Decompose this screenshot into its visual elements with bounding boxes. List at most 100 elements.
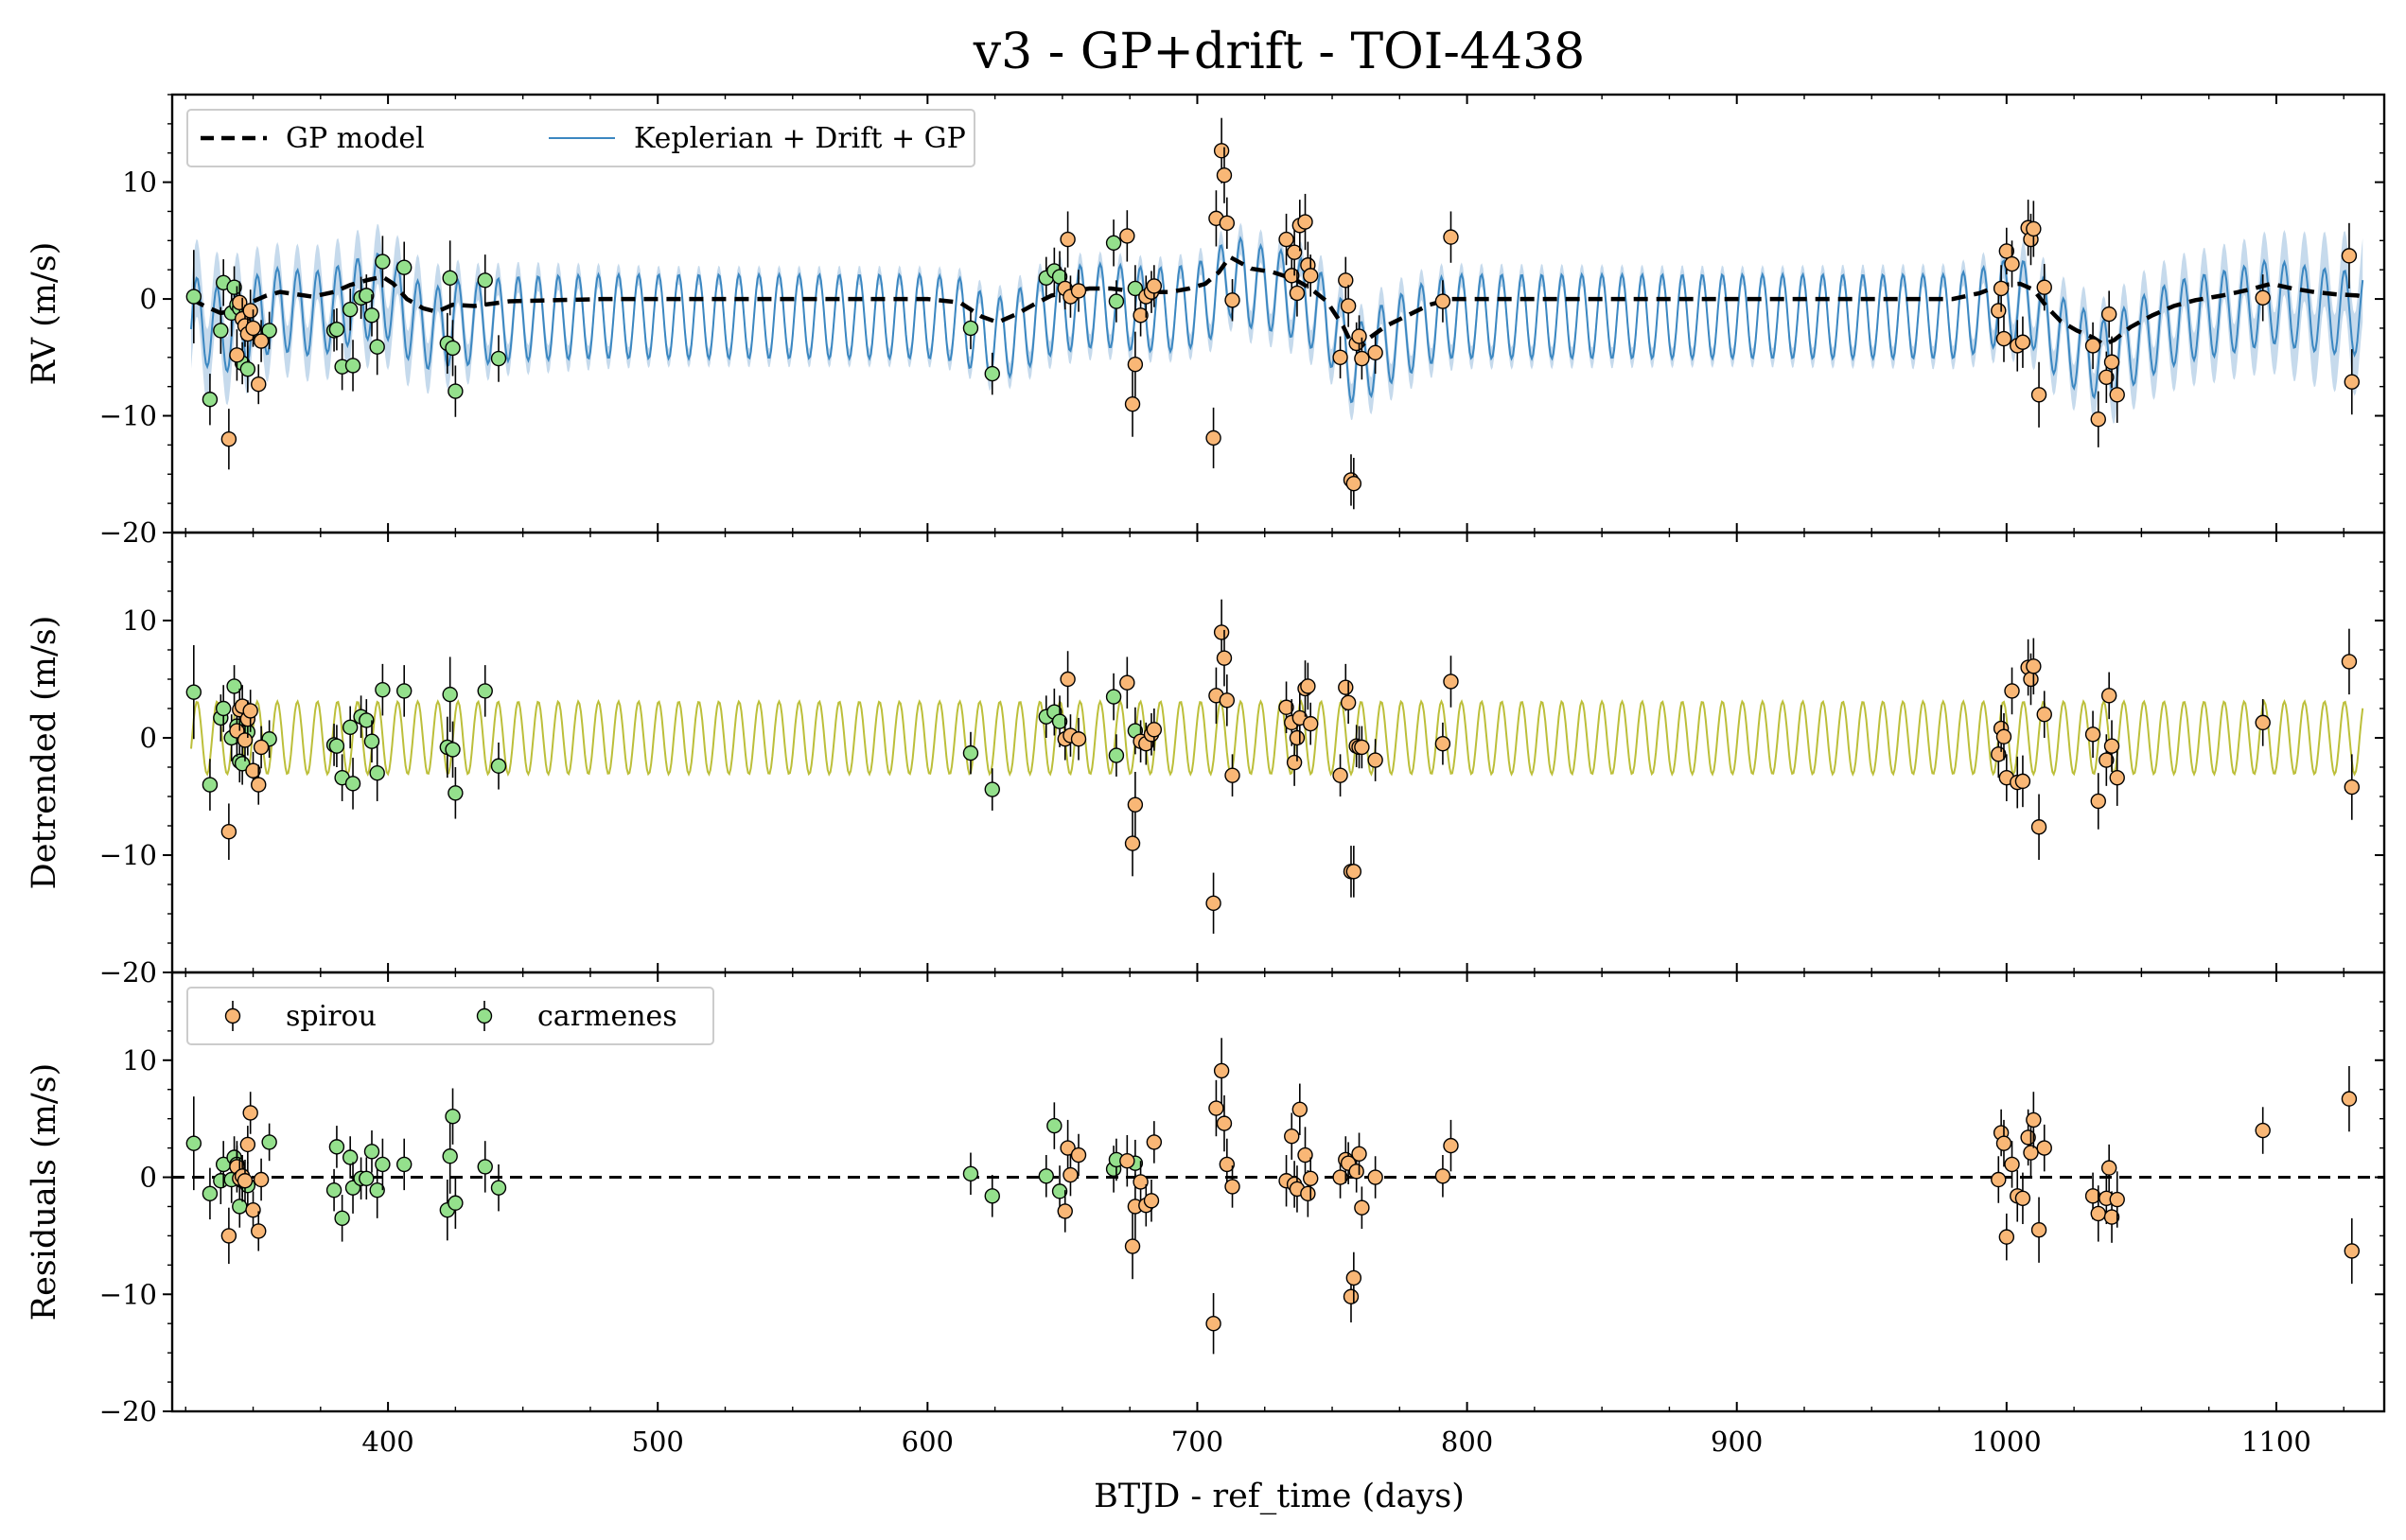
spirou-point: [1297, 1146, 1313, 1164]
spirou-point: [2090, 793, 2106, 810]
carmenes-point: [1105, 235, 1122, 252]
x-tick-label: 600: [902, 1426, 954, 1458]
spirou-point: [1300, 1185, 1316, 1202]
spirou-point: [1291, 1101, 1308, 1117]
spirou-point: [220, 1228, 237, 1244]
legend-carmenes-label: carmenes: [537, 1000, 677, 1033]
spirou-point: [1354, 1199, 1370, 1216]
carmenes-point: [442, 270, 458, 287]
panel-rv: 10 0 −10 −20 RV (m/s) GP model Keplerian + Dri…: [26, 93, 2386, 549]
spirou-point: [2255, 1122, 2271, 1139]
spirou-point: [253, 739, 270, 756]
spirou-point: [1219, 692, 1236, 709]
spirou-point: [1443, 1137, 1459, 1154]
spirou-point: [2255, 289, 2271, 306]
spirou-point: [1345, 1269, 1362, 1286]
spirou-point: [2023, 1145, 2039, 1161]
plot-area: [172, 1038, 2384, 1355]
carmenes-point: [202, 1185, 219, 1202]
spirou-point: [1286, 244, 1303, 260]
carmenes-point: [1046, 1117, 1063, 1134]
spirou-point: [1354, 739, 1370, 756]
y-tick-label: −10: [99, 1278, 157, 1310]
spirou-point: [2030, 387, 2047, 403]
carmenes-point: [363, 733, 380, 749]
spirou-point: [1208, 1100, 1224, 1116]
carmenes-point: [328, 1139, 345, 1155]
spirou-point: [1070, 1146, 1087, 1164]
x-tick-label: 1100: [2241, 1426, 2311, 1458]
carmenes-point: [984, 365, 1000, 382]
x-tick-label: 1000: [1972, 1426, 2042, 1458]
spirou-point: [1991, 746, 2007, 762]
x-tick-label: 900: [1711, 1426, 1763, 1458]
carmenes-point: [369, 339, 385, 355]
spirou-point: [1278, 699, 1294, 715]
spirou-point: [1289, 285, 1306, 302]
spirou-point: [2036, 279, 2052, 295]
spirou-point: [1332, 349, 1348, 365]
spirou-point: [2100, 1160, 2117, 1176]
carmenes-point: [185, 289, 202, 305]
spirou-point: [1348, 1164, 1364, 1180]
spirou-point: [1434, 736, 1451, 752]
spirou-point: [1224, 292, 1240, 308]
spirou-series: [220, 599, 2360, 935]
spirou-point: [1219, 1156, 1236, 1173]
spirou-point: [1995, 1135, 2012, 1151]
carmenes-point: [325, 1181, 342, 1199]
spirou-point: [2004, 1156, 2020, 1173]
spirou-point: [232, 294, 248, 310]
carmenes-point: [359, 288, 375, 304]
carmenes-point: [359, 712, 375, 728]
carmenes-point: [261, 1134, 277, 1150]
spirou-point: [2103, 354, 2120, 370]
y-axis-label: Residuals (m/s): [26, 1063, 63, 1321]
carmenes-series: [185, 1088, 1144, 1242]
spirou-point: [1060, 1140, 1076, 1156]
spirou-point: [1205, 895, 1221, 912]
spirou-point: [1300, 678, 1316, 694]
carmenes-point: [344, 358, 361, 374]
carmenes-point: [962, 1165, 979, 1182]
carmenes-point: [1051, 1183, 1068, 1199]
spirou-point: [2014, 773, 2031, 790]
legend-box: [186, 987, 714, 1045]
spirou-point: [2344, 374, 2360, 390]
spirou-point: [1338, 272, 1354, 289]
spirou-series: [220, 117, 2360, 510]
carmenes-point: [984, 781, 1000, 797]
spirou-point: [1367, 1169, 1383, 1185]
legend-carmenes-marker: [476, 1007, 493, 1024]
plot-area: [185, 599, 2364, 935]
carmenes-point: [239, 360, 256, 377]
spirou-point: [1224, 767, 1240, 783]
spirou-point: [2109, 1191, 2125, 1208]
spirou-point: [2103, 738, 2120, 754]
carmenes-point: [448, 1195, 464, 1211]
spirou-point: [1057, 1203, 1073, 1219]
spirou-point: [1119, 674, 1135, 691]
spirou-point: [251, 777, 267, 793]
spirou-point: [2004, 683, 2020, 699]
spirou-point: [2026, 220, 2042, 237]
y-tick-label: −10: [99, 839, 157, 871]
spirou-point: [1124, 395, 1141, 412]
panel-residuals: 400 500 600 700 800 900 1000 1100 10 0 −10 −20 Resid…: [26, 971, 2386, 1458]
spirou-point: [251, 376, 267, 393]
spirou-point: [2099, 369, 2115, 385]
carmenes-point: [477, 683, 493, 699]
y-tick-label: −20: [99, 956, 157, 989]
spirou-point: [2004, 255, 2020, 272]
y-tick-label: 10: [122, 166, 157, 199]
spirou-point: [1146, 1134, 1163, 1150]
spirou-point: [1127, 796, 1144, 813]
carmenes-point: [984, 1188, 1000, 1204]
x-tick-label: 700: [1171, 1426, 1223, 1458]
spirou-point: [1205, 429, 1221, 446]
y-tick-label: 10: [122, 1044, 157, 1076]
spirou-point: [1995, 728, 2012, 744]
spirou-point: [1133, 1174, 1149, 1190]
spirou-point: [2099, 752, 2115, 768]
